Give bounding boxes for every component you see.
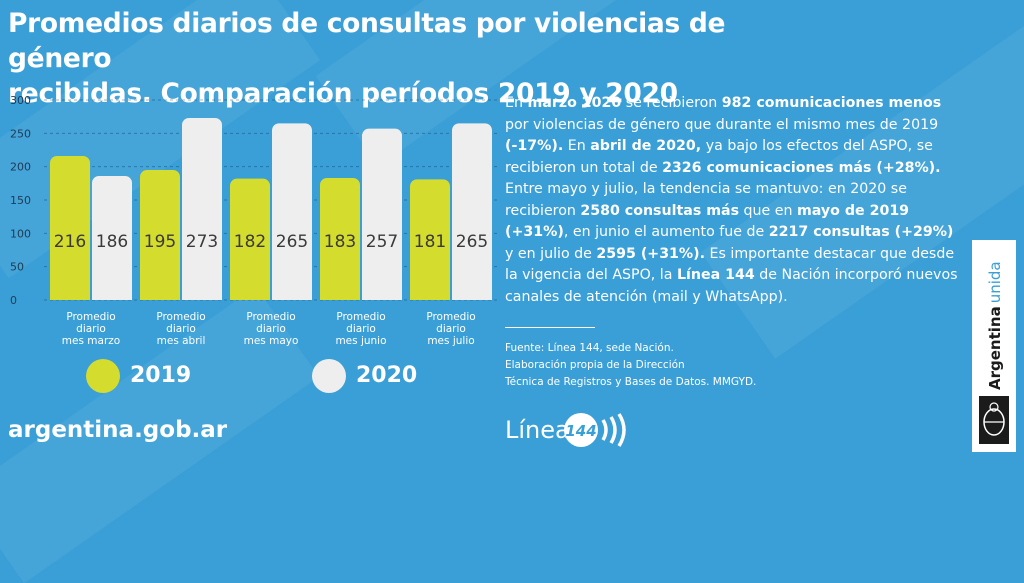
svg-text:Argentinaunida: Argentina unida xyxy=(986,261,1004,390)
linea-logo-word: Línea xyxy=(505,416,570,444)
description-text: por violencias de género que durante el … xyxy=(505,116,939,133)
national-shield-icon xyxy=(979,396,1009,444)
bar-base-2019 xyxy=(50,292,90,300)
category-label: diario xyxy=(436,323,466,335)
bar-2020 xyxy=(452,123,492,300)
bar-2020 xyxy=(272,123,312,300)
category-label: mes marzo xyxy=(62,335,120,347)
argentina-unida-brand: Argentina unida xyxy=(972,240,1016,452)
bar-2019 xyxy=(410,179,450,300)
description-text: , en junio el aumento fue de xyxy=(563,224,769,240)
description-paragraph: En marzo 2020 se recibieron 982 comunica… xyxy=(505,93,960,308)
description-text: ya bajo los efectos del ASPO, se recibie… xyxy=(505,138,933,176)
description-highlight: 2580 consultas más xyxy=(580,202,740,219)
linea-logo-number: 144 xyxy=(565,422,596,440)
bar-2020 xyxy=(92,176,132,300)
category-label: Promedio xyxy=(66,311,115,323)
category-label: diario xyxy=(76,323,106,335)
source-line: Técnica de Registros y Bases de Datos. M… xyxy=(505,376,757,388)
legend-swatch-2019 xyxy=(86,359,120,393)
bar-base-2019 xyxy=(320,292,360,300)
bar-base-2020 xyxy=(182,292,222,300)
linea-144-badge-icon: 144 xyxy=(564,413,626,447)
source-line: Elaboración propia de la Dirección xyxy=(505,359,685,371)
legend-label-2019: 2019 xyxy=(130,363,192,388)
legend-label-2020: 2020 xyxy=(356,363,418,388)
bar-base-2020 xyxy=(272,292,312,300)
description-highlight: (-17%). xyxy=(505,138,564,154)
data-label: 265 xyxy=(456,232,488,252)
y-tick-label: 300 xyxy=(10,94,31,107)
brand-accent: unida xyxy=(986,261,1004,303)
data-label: 257 xyxy=(366,232,398,252)
data-label: 195 xyxy=(144,232,176,252)
footer-url[interactable]: argentina.gob.ar xyxy=(8,417,228,443)
description-text: En xyxy=(563,138,591,154)
description-highlight: Línea 144 xyxy=(676,267,755,283)
data-label: 182 xyxy=(234,232,266,252)
y-tick-label: 250 xyxy=(10,127,31,140)
bar-base-2020 xyxy=(452,292,492,300)
source-note: Fuente: Línea 144, sede Nación. Elaborac… xyxy=(505,340,756,391)
description-text: que en xyxy=(739,202,797,219)
category-label: mes junio xyxy=(335,335,386,347)
bar-base-2019 xyxy=(140,292,180,300)
description-highlight: marzo 2020 xyxy=(527,95,622,111)
description-highlight: mayo de 2019 (+31%) xyxy=(505,202,910,241)
bar-base-2020 xyxy=(362,292,402,300)
description-highlight: 982 comunicaciones menos xyxy=(721,95,942,111)
data-label: 183 xyxy=(324,232,356,252)
category-label: Promedio xyxy=(336,311,385,323)
description-text: se recibieron xyxy=(621,95,722,111)
description-highlight: 2595 (+31%). xyxy=(596,245,706,262)
bar-base-2020 xyxy=(92,292,132,300)
legend-swatch-2020 xyxy=(312,359,346,393)
category-label: diario xyxy=(346,323,376,335)
bar-2020 xyxy=(362,128,402,300)
data-label: 265 xyxy=(276,232,308,252)
y-tick-label: 100 xyxy=(10,227,31,240)
bar-2019 xyxy=(50,156,90,300)
data-label: 181 xyxy=(414,232,446,252)
description-text: En xyxy=(505,95,528,111)
page-title: Promedios diarios de consultas por viole… xyxy=(8,6,788,111)
category-label: mes abril xyxy=(157,335,206,347)
divider xyxy=(505,327,595,328)
category-label: Promedio xyxy=(156,311,205,323)
description-text: de Nación incorporó nuevos canales de at… xyxy=(505,267,958,305)
title-line-1: Promedios diarios de consultas por viole… xyxy=(8,8,726,74)
description-text: Entre mayo y julio, la tendencia se mant… xyxy=(505,181,907,219)
y-tick-label: 200 xyxy=(10,161,31,174)
title-line-2: recibidas. Comparación períodos 2019 y 2… xyxy=(8,78,678,109)
category-label: diario xyxy=(166,323,196,335)
brand-main: Argentina xyxy=(986,306,1004,390)
bar-base-2019 xyxy=(410,292,450,300)
source-line: Fuente: Línea 144, sede Nación. xyxy=(505,342,674,354)
y-tick-label: 0 xyxy=(10,294,17,307)
category-label: Promedio xyxy=(246,311,295,323)
y-tick-label: 150 xyxy=(10,194,31,207)
y-tick-label: 50 xyxy=(10,261,24,274)
bar-2019 xyxy=(140,170,180,300)
description-text: Es importante destacar que desde la vige… xyxy=(505,245,955,284)
description-highlight: abril de 2020, xyxy=(590,138,702,154)
bar-2019 xyxy=(320,178,360,300)
category-label: mes julio xyxy=(427,335,474,347)
data-label: 273 xyxy=(186,232,218,252)
description-highlight: 2326 comunicaciones más (+28%). xyxy=(662,159,941,176)
category-label: mes mayo xyxy=(244,335,299,347)
data-label: 216 xyxy=(54,232,86,252)
bar-2020 xyxy=(182,118,222,300)
category-label: Promedio xyxy=(426,311,475,323)
description-highlight: 2217 consultas (+29%) xyxy=(768,224,954,240)
bar-2019 xyxy=(230,178,270,300)
description-text: y en julio de xyxy=(505,245,597,262)
category-label: diario xyxy=(256,323,286,335)
data-label: 186 xyxy=(96,232,128,252)
bar-base-2019 xyxy=(230,292,270,300)
